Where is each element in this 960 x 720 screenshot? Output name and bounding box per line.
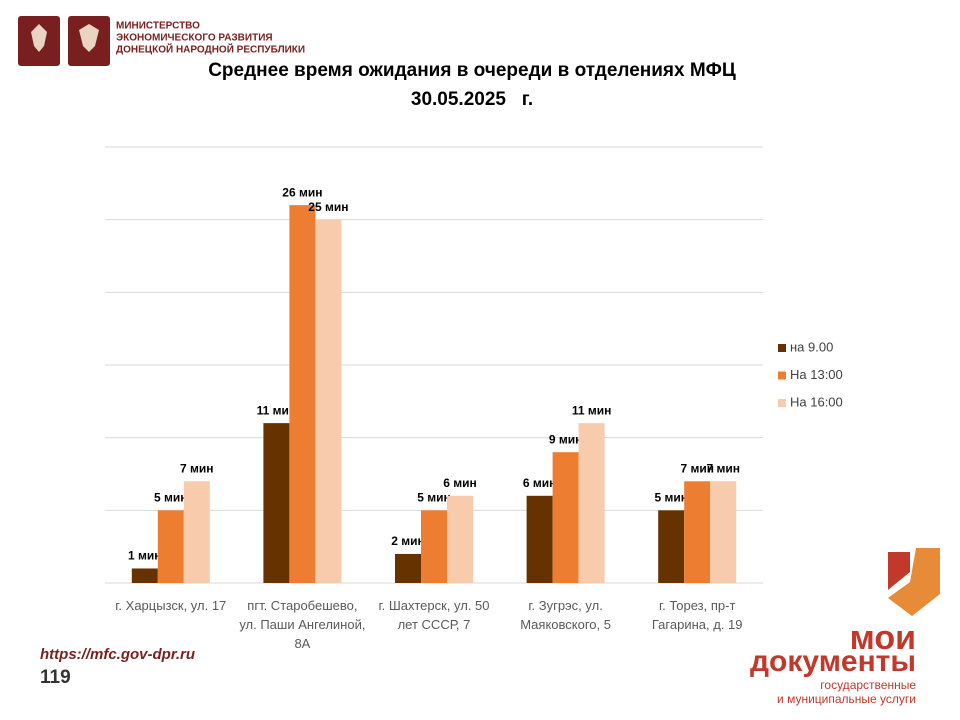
- bar: [157, 510, 184, 583]
- x-tick-label: г. Торез, пр-т Гагарина, д. 19: [651, 598, 743, 632]
- legend-swatch: [778, 371, 786, 380]
- chart-title: Среднее время ожидания в очереди в отдел…: [208, 60, 736, 81]
- legend-swatch: [778, 399, 786, 407]
- value-label: 6 мин: [443, 476, 477, 490]
- value-label: 2 мин: [391, 534, 425, 548]
- value-label: 26 мин: [282, 185, 322, 199]
- bar: [289, 205, 316, 583]
- value-label: 25 мин: [308, 200, 348, 214]
- bar: [315, 219, 342, 583]
- bar: [684, 481, 711, 583]
- bar: [131, 568, 158, 583]
- legend-label: На 13:00: [790, 367, 843, 382]
- page-number: 119: [40, 667, 71, 688]
- bar: [526, 495, 553, 583]
- bar: [421, 510, 447, 583]
- logo-shape: [888, 552, 910, 590]
- legend-label: На 16:00: [790, 394, 843, 409]
- brand-line: мои: [850, 619, 916, 657]
- value-label: 7 мин: [680, 461, 714, 475]
- value-label: 11 мин: [572, 403, 612, 417]
- bar: [447, 495, 473, 583]
- value-label: 11 мин: [257, 403, 297, 417]
- emblem-eagle: [31, 24, 47, 52]
- chart-subtitle: 30.05.2025 г.: [411, 89, 533, 110]
- bar: [578, 423, 605, 583]
- logo-shape: [888, 548, 940, 616]
- value-label: 9 мин: [549, 432, 583, 446]
- bar: [263, 423, 290, 583]
- url: https://mfc.gov-dpr.ru: [40, 646, 195, 663]
- x-tick-label: г. Харцызск, ул. 17: [115, 598, 227, 613]
- brand-tagline: и муниципальные услуги: [777, 692, 916, 706]
- bar: [710, 481, 737, 583]
- value-label: 7 мин: [180, 461, 214, 475]
- ministry-line: МИНИСТЕРСТВО: [116, 21, 200, 32]
- ministry-line: ЭКОНОМИЧЕСКОГО РАЗВИТИЯ: [116, 33, 273, 44]
- legend-swatch: [778, 344, 786, 352]
- value-label: 6 мин: [523, 476, 557, 490]
- x-tick-label: г. Зугрэс, ул. Маяковского, 5: [520, 598, 611, 632]
- x-tick-label: пгт. Старобешево, ул. Паши Ангелиной, 8А: [239, 598, 366, 651]
- ministry-line: ДОНЕЦКОЙ НАРОДНОЙ РЕСПУБЛИКИ: [116, 43, 305, 56]
- emblem-eagle: [79, 24, 99, 52]
- legend-label: на 9.00: [790, 339, 833, 354]
- value-label: 5 мин: [417, 491, 451, 505]
- bar: [395, 553, 421, 583]
- brand-line: документы: [750, 645, 916, 678]
- x-tick-label: г. Шахтерск, ул. 50 лет СССР, 7: [378, 598, 490, 632]
- value-label: 5 мин: [154, 491, 188, 505]
- bar: [183, 481, 210, 583]
- bar: [658, 510, 685, 583]
- value-label: 1 мин: [128, 549, 162, 563]
- value-label: 7 мин: [706, 461, 740, 475]
- value-label: 5 мин: [654, 491, 688, 505]
- brand-tagline: государственные: [820, 678, 916, 692]
- bar: [552, 452, 579, 583]
